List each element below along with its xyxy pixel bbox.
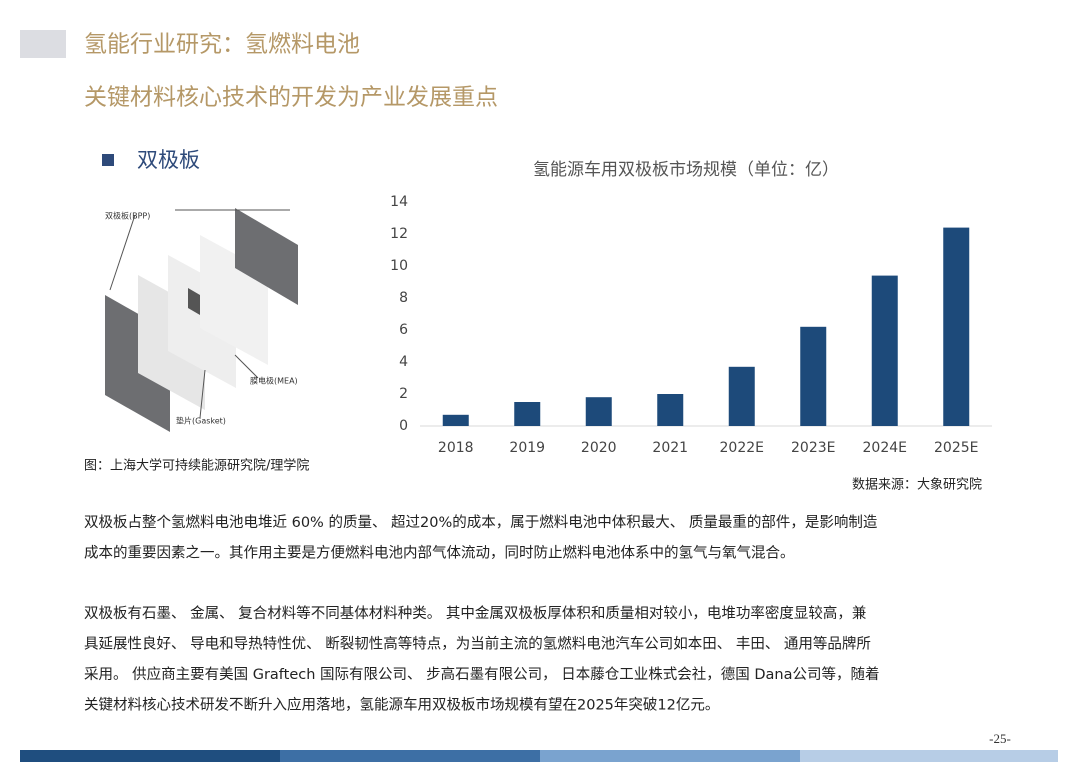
- y-tick-label: 12: [390, 226, 408, 242]
- stack-diagram: [105, 208, 298, 432]
- bar: [657, 394, 684, 426]
- bar: [800, 326, 827, 426]
- paragraph-line: 关键材料核心技术研发不断升入应用落地，氢能源车用双极板市场规模有望在2025年突…: [84, 696, 719, 714]
- paragraph-line: 采用。 供应商主要有美国 Graftech 国际有限公司、 步高石墨有限公司， …: [84, 665, 879, 683]
- diagram-label: 膜电极(MEA): [250, 376, 298, 386]
- x-tick-label: 2020: [581, 440, 617, 456]
- diagram-label: 双极板(BPP): [105, 211, 150, 221]
- y-tick-label: 14: [390, 194, 408, 210]
- paragraph-line: 双极板有石墨、 金属、 复合材料等不同基体材料种类。 其中金属双极板厚体积和质量…: [84, 604, 866, 622]
- plate: [235, 208, 298, 305]
- bar: [871, 275, 898, 426]
- chart-title: 氢能源车用双极板市场规模（单位：亿）: [533, 160, 839, 180]
- x-tick-label: 2024E: [863, 440, 907, 456]
- y-tick-label: 0: [399, 418, 408, 434]
- figure-caption: 图：上海大学可持续能源研究院/理学院: [84, 458, 309, 474]
- y-tick-label: 10: [390, 258, 408, 274]
- x-tick-label: 2025E: [934, 440, 978, 456]
- y-tick-label: 8: [399, 290, 408, 306]
- footer-bar: [800, 750, 1058, 762]
- source: 数据来源：大象研究院: [852, 478, 982, 493]
- bar: [728, 366, 755, 426]
- pointer: [234, 354, 259, 379]
- y-tick-label: 6: [399, 322, 408, 338]
- diagram-label: 垫片(Gasket): [176, 416, 226, 426]
- bullet: [102, 154, 114, 166]
- pointer: [199, 369, 206, 419]
- pointer: [109, 214, 136, 291]
- paragraph-line: 双极板占整个氢燃料电池电堆近 60% 的质量、 超过20%的成本，属于燃料电池中…: [84, 513, 878, 531]
- y-tick-label: 2: [399, 386, 408, 402]
- slide-subtitle: 关键材料核心技术的开发为产业发展重点: [84, 85, 498, 111]
- x-tick-label: 2022E: [720, 440, 764, 456]
- footer-bar: [280, 750, 540, 762]
- y-tick-label: 4: [399, 354, 408, 370]
- page-number: -25-: [989, 731, 1011, 746]
- slide-title: 氢能行业研究：氢燃料电池: [84, 32, 360, 58]
- bar: [585, 397, 612, 426]
- bar: [514, 402, 541, 426]
- x-tick-label: 2019: [509, 440, 545, 456]
- section-title: 双极板: [137, 148, 200, 172]
- bar: [442, 414, 469, 426]
- x-tick-label: 2018: [438, 440, 474, 456]
- footer-bar: [20, 750, 280, 762]
- footer-bar: [540, 750, 800, 762]
- header-block: [20, 30, 66, 58]
- x-tick-label: 2023E: [791, 440, 835, 456]
- bar: [943, 227, 970, 426]
- paragraph-line: 具延展性良好、 导电和导热特性优、 断裂韧性高等特点，为当前主流的氢燃料电池汽车…: [84, 635, 871, 653]
- paragraph-line: 成本的重要因素之一。其作用主要是方便燃料电池内部气体流动，同时防止燃料电池体系中…: [84, 544, 795, 562]
- x-tick-label: 2021: [652, 440, 688, 456]
